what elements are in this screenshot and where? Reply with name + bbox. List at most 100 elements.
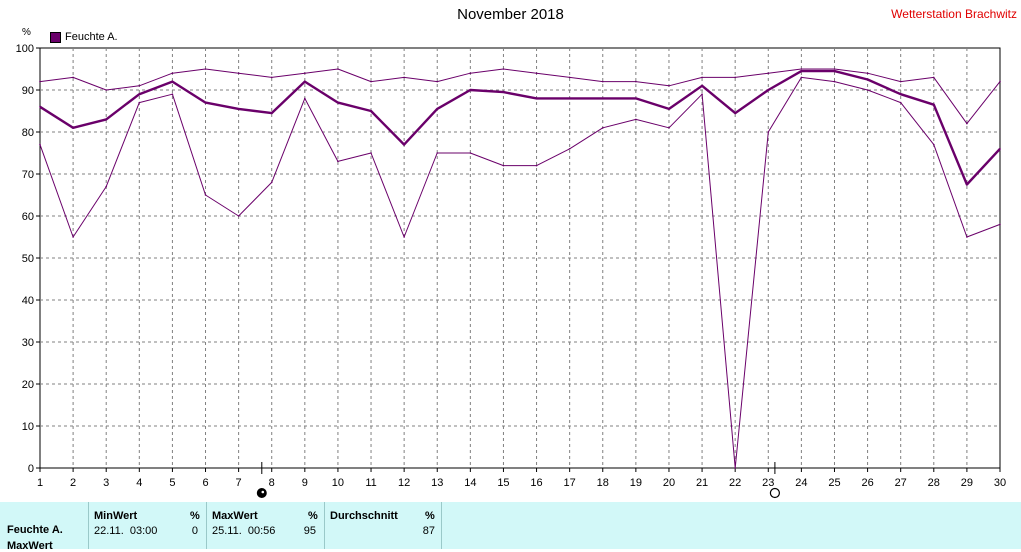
data-point-avg (436, 108, 439, 110)
data-point-max (304, 72, 306, 74)
legend-label: Feuchte A. (65, 31, 118, 43)
data-point-avg (105, 118, 108, 121)
stats-max-cell: MaxWert % 25.11. 00:56 95 (206, 502, 324, 549)
x-tick-label: 29 (961, 477, 973, 489)
data-point-min (767, 131, 770, 133)
x-tick-label: 26 (861, 477, 873, 489)
data-point-min (204, 194, 207, 196)
data-point-max (999, 80, 1001, 83)
data-point-avg (866, 78, 869, 81)
max-time: 25.11. 00:56 (212, 525, 276, 537)
data-point-avg (601, 97, 604, 100)
data-point-max (337, 68, 339, 70)
x-tick-label: 23 (762, 477, 774, 489)
stats-row-label: Feuchte A. (7, 524, 63, 536)
y-tick-label: 30 (22, 337, 34, 349)
data-point-avg (237, 108, 240, 110)
data-point-min (535, 164, 538, 167)
data-point-avg (304, 80, 306, 83)
x-tick-label: 16 (530, 477, 542, 489)
stats-avg-cell: Durchschnitt % 87 (324, 502, 441, 549)
data-point-avg (39, 106, 41, 108)
y-tick-label: 60 (22, 211, 34, 223)
data-point-max (270, 76, 273, 79)
data-point-avg (966, 183, 968, 186)
x-tick-label: 15 (497, 477, 509, 489)
data-point-max (403, 76, 405, 79)
x-tick-label: 28 (928, 477, 940, 489)
legend-swatch (50, 31, 61, 43)
data-point-max (105, 89, 108, 91)
data-point-max (568, 76, 571, 79)
data-point-avg (767, 89, 770, 91)
series-line-avg (39, 69, 1001, 186)
data-point-min (601, 127, 604, 129)
data-point-avg (72, 127, 74, 129)
data-point-avg (668, 108, 670, 110)
stats-divider (88, 502, 89, 549)
x-tick-label: 10 (332, 477, 344, 489)
y-tick-label: 70 (22, 169, 34, 181)
chart-title: November 2018 (457, 6, 564, 23)
full-moon-icon-highlight (261, 490, 265, 494)
data-point-avg (833, 70, 836, 72)
x-tick-label: 5 (169, 477, 175, 489)
station-name: Wetterstation Brachwitz (891, 7, 1017, 21)
data-point-avg (337, 101, 339, 104)
data-point-max (734, 76, 736, 79)
data-point-max (899, 80, 902, 83)
full-moon-icon (256, 488, 267, 498)
data-point-max (800, 68, 803, 70)
data-point-min (237, 215, 240, 217)
data-point-max (601, 80, 604, 83)
data-point-avg (535, 97, 538, 100)
min-unit: % (190, 510, 200, 522)
data-point-avg (701, 85, 703, 87)
data-point-min (701, 93, 703, 95)
x-tick-label: 1 (37, 477, 43, 489)
x-tick-label: 22 (729, 477, 741, 489)
x-tick-label: 19 (630, 477, 642, 489)
data-point-min (833, 80, 836, 83)
data-point-max (204, 68, 207, 70)
data-point-avg (999, 148, 1001, 150)
data-point-max (535, 72, 538, 74)
y-tick-label: 90 (22, 85, 34, 97)
x-tick-label: 2 (70, 477, 76, 489)
x-tick-label: 12 (398, 477, 410, 489)
avg-value: 87 (422, 525, 435, 537)
avg-unit: % (425, 510, 435, 522)
x-tick-label: 20 (663, 477, 675, 489)
y-unit-label: % (22, 27, 31, 38)
data-point-min (138, 101, 141, 104)
x-tick-label: 18 (597, 477, 609, 489)
y-tick-label: 100 (16, 43, 34, 55)
data-point-max (436, 80, 439, 83)
series-line-max (39, 68, 1001, 125)
stats-panel: Feuchte A. MaxWert MinWert % 22.11. 03:0… (0, 502, 1021, 552)
x-tick-label: 6 (202, 477, 208, 489)
data-point-min (932, 143, 935, 146)
data-point-max (966, 122, 968, 125)
new-moon-icon (769, 487, 780, 499)
data-point-max (932, 76, 935, 79)
data-point-max (833, 68, 836, 70)
data-point-min (568, 148, 571, 150)
data-point-avg (138, 93, 141, 95)
data-point-max (171, 72, 174, 74)
stats-min-cell: MinWert % 22.11. 03:00 0 (88, 502, 206, 549)
x-tick-label: 27 (895, 477, 907, 489)
stats-divider (324, 502, 325, 549)
data-point-min (370, 152, 372, 154)
max-header: MaxWert (212, 510, 258, 522)
data-point-max (866, 72, 869, 74)
data-point-min (734, 467, 736, 469)
x-tick-label: 8 (269, 477, 275, 489)
legend: Feuchte A. (50, 31, 118, 43)
x-tick-label: 17 (564, 477, 576, 489)
y-tick-label: 20 (22, 379, 34, 391)
data-point-max (469, 72, 472, 74)
data-point-avg (204, 101, 207, 104)
avg-header: Durchschnitt (330, 510, 398, 522)
data-point-avg (800, 70, 803, 72)
